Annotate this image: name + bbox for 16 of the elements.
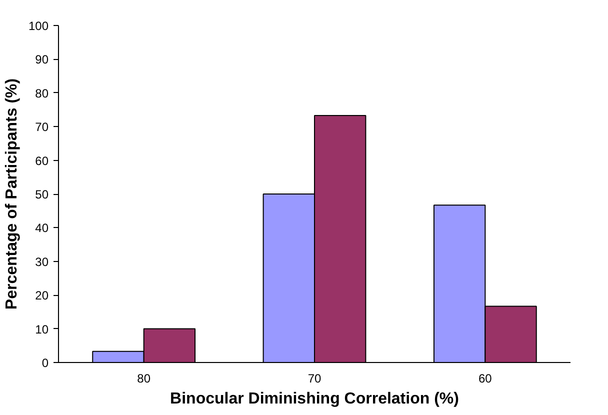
x-tick-label: 60 bbox=[478, 372, 492, 386]
x-tick-label: 70 bbox=[308, 372, 322, 386]
y-axis-title: Percentage of Participants (%) bbox=[3, 78, 20, 310]
y-tick-label: 20 bbox=[35, 288, 49, 303]
y-tick-label: 100 bbox=[28, 19, 49, 33]
y-tick-label: 30 bbox=[35, 254, 49, 269]
y-tick-label: 80 bbox=[35, 86, 49, 100]
y-tick-label: 60 bbox=[35, 154, 49, 168]
y-tick-label: 50 bbox=[35, 188, 49, 202]
y-tick-label: 90 bbox=[35, 52, 49, 67]
y-tick-label: 10 bbox=[35, 322, 49, 336]
y-tick-label: 0 bbox=[42, 356, 49, 370]
x-axis-title: Binocular Diminishing Correlation (%) bbox=[170, 390, 459, 408]
x-tick-label: 80 bbox=[137, 372, 151, 386]
y-tick-label: 70 bbox=[35, 120, 49, 134]
y-tick-label: 40 bbox=[35, 221, 49, 236]
